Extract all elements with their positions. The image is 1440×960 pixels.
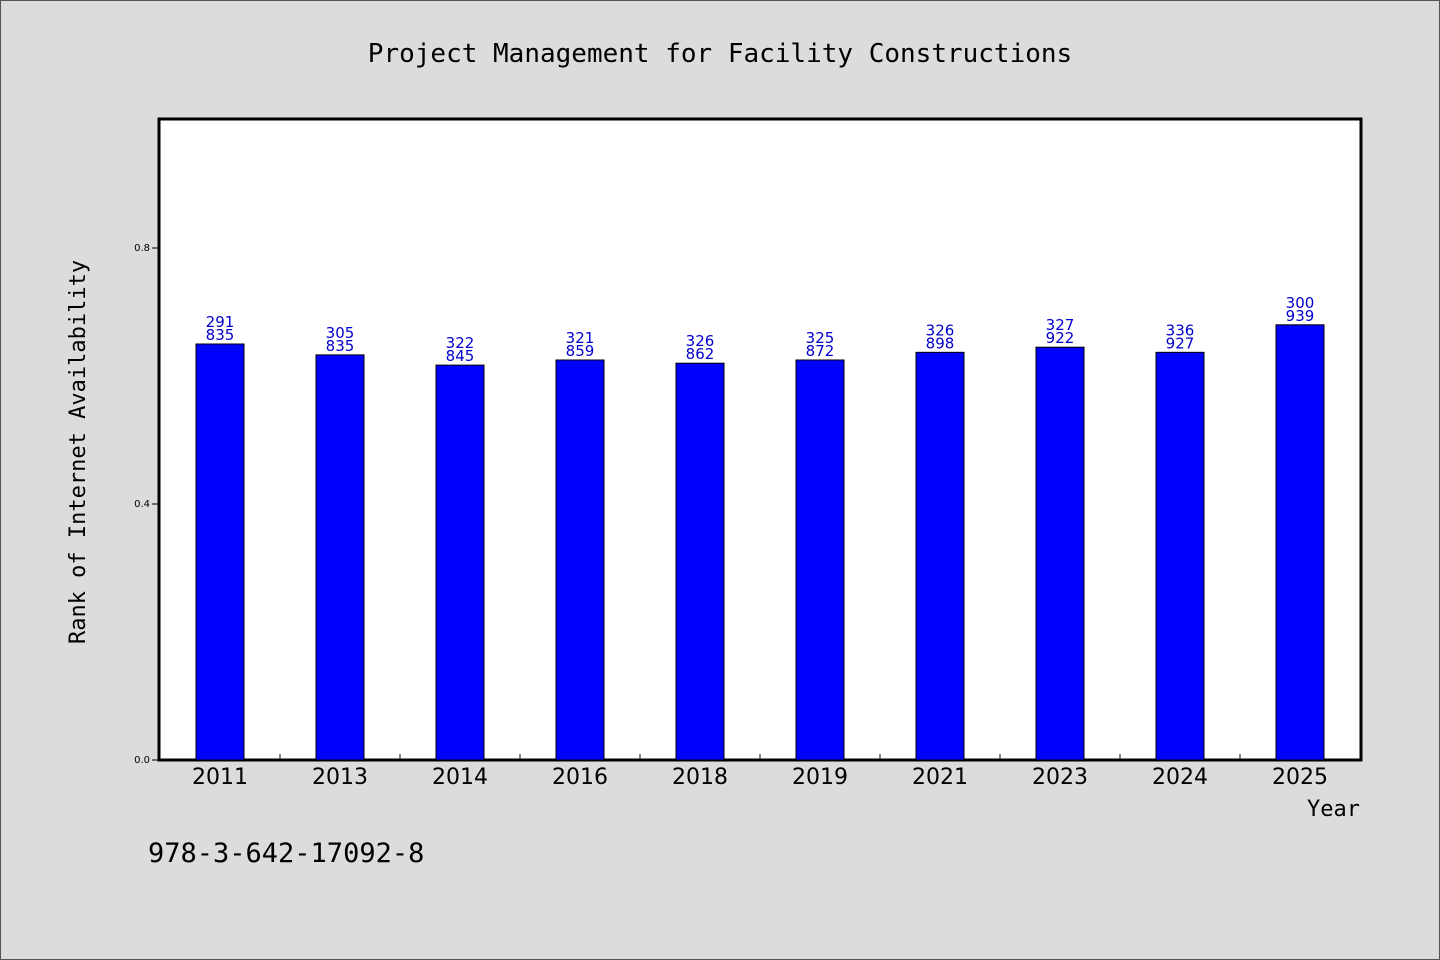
data-label-bottom-2019: 872: [806, 342, 835, 360]
x-tick-label: 2024: [1152, 765, 1208, 790]
y-axis-label: Rank of Internet Availability: [66, 260, 91, 644]
x-tick-label: 2018: [672, 765, 728, 790]
data-label-bottom-2021: 898: [926, 334, 955, 352]
data-label-top-2021: 326: [926, 321, 955, 339]
y-tick-label: 0.4: [134, 499, 150, 510]
x-tick-label: 2013: [312, 765, 368, 790]
x-axis-ticks: 2011 2013 2014 2016 2018 2019 2021 2023 2024 2025: [192, 754, 1328, 790]
bar-2024: [1155, 351, 1205, 761]
x-tick-label: 2019: [792, 765, 848, 790]
data-label-top-2018: 326: [686, 332, 715, 350]
bar-2016: [555, 359, 605, 761]
data-label-top-2014: 322: [446, 334, 475, 352]
data-label-bottom-2016: 859: [566, 342, 595, 360]
x-tick-label: 2014: [432, 765, 488, 790]
data-label-bottom-2013: 835: [326, 337, 355, 355]
data-label-top-2011: 291: [206, 313, 235, 331]
bar-2023: [1035, 346, 1085, 761]
x-tick-label: 2023: [1032, 765, 1088, 790]
data-label-bottom-2014: 845: [446, 347, 475, 365]
y-tick-label: 0.0: [134, 755, 150, 766]
x-tick-label: 2016: [552, 765, 608, 790]
x-tick-label: 2011: [192, 765, 248, 790]
bar-2025: [1275, 324, 1325, 761]
x-axis-label: Year: [1307, 797, 1360, 822]
bar-2021: [915, 351, 965, 761]
bar-2014: [435, 364, 485, 761]
data-label-bottom-2025: 939: [1286, 307, 1315, 325]
data-label-bottom-2024: 927: [1166, 334, 1195, 352]
data-label-bottom-2011: 835: [206, 326, 235, 344]
data-label-top-2016: 321: [566, 329, 595, 347]
x-tick-label: 2021: [912, 765, 968, 790]
x-tick-label: 2025: [1272, 765, 1328, 790]
y-tick-label: 0.8: [134, 243, 150, 254]
bar-2013: [315, 354, 365, 761]
y-axis-ticks: 0.0 0.4 0.8: [134, 243, 160, 766]
data-label-bottom-2018: 862: [686, 345, 715, 363]
data-label-bottom-2023: 922: [1046, 329, 1075, 347]
bar-2011: [195, 343, 245, 761]
data-label-top-2025: 300: [1286, 294, 1315, 312]
isbn-text: 978-3-642-17092-8: [148, 838, 424, 869]
data-label-top-2013: 305: [326, 324, 355, 342]
bar-2018: [675, 362, 725, 761]
bar-2019: [795, 359, 845, 761]
bars-group: [195, 324, 1325, 761]
data-label-top-2024: 336: [1166, 321, 1195, 339]
chart-title: Project Management for Facility Construc…: [368, 39, 1072, 69]
data-label-top-2023: 327: [1046, 316, 1075, 334]
data-label-top-2019: 325: [806, 329, 835, 347]
